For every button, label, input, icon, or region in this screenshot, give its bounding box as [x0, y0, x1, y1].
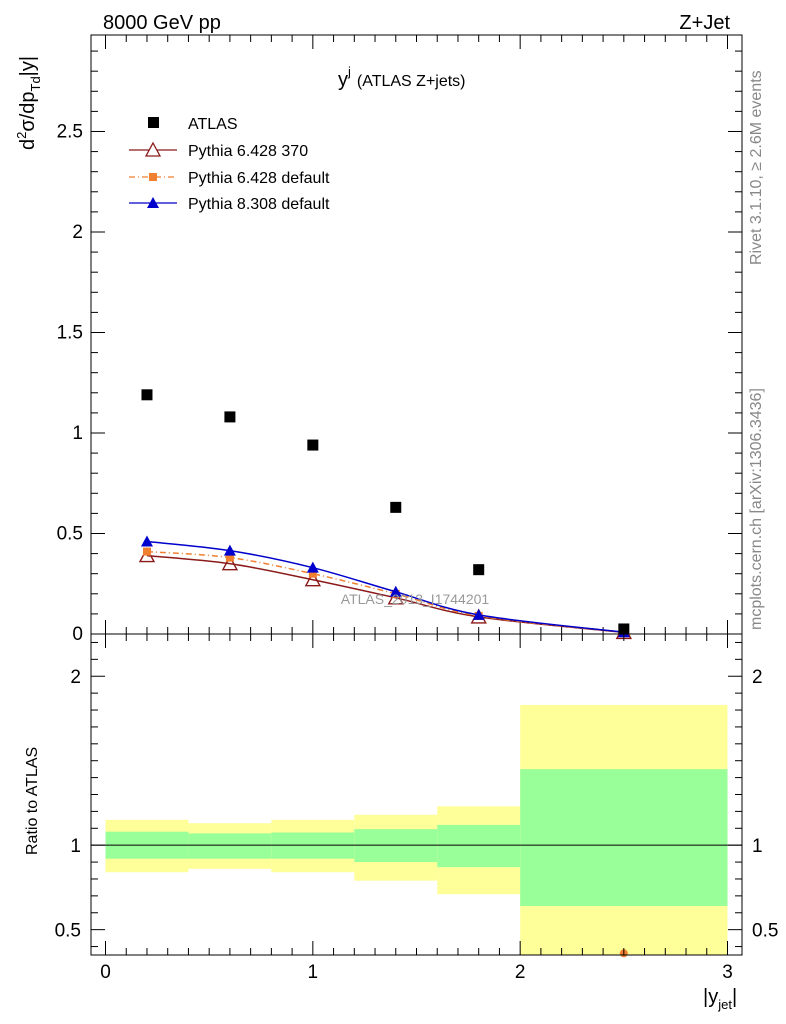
- x-label-main: |y: [703, 986, 718, 1008]
- legend-marker-pythia8-default: [147, 197, 159, 208]
- ratio-y-tick-label: 0.5: [55, 921, 81, 942]
- ratio-y-axis-label: Ratio to ATLAS: [24, 747, 41, 855]
- y-label-d: d: [17, 139, 39, 150]
- ratio-y-tick-label-right: 1: [752, 836, 763, 857]
- ratio-y-ticks: 0.5 0.5 1 1 2 2: [55, 641, 778, 948]
- data-point-pythia6-370: [221, 555, 239, 571]
- data-point-pythia8-default: [306, 561, 319, 573]
- rivet-version-label: Rivet 3.1.10, ≥ 2.6M events: [748, 70, 765, 265]
- data-point-pythia8-default: [389, 585, 402, 597]
- data-point-pythia8-default: [223, 544, 236, 556]
- plot-title-rest: (ATLAS Z+jets): [357, 73, 466, 90]
- legend: ATLAS Pythia 6.428 370 Pythia 6.428 defa…: [129, 116, 330, 213]
- plot-title-sup: j: [347, 64, 351, 79]
- ratio-y-tick-label: 1: [70, 836, 81, 857]
- data-point-atlas: [141, 389, 153, 401]
- ratio-stat-band: [437, 824, 521, 868]
- legend-label-pythia8-default: Pythia 8.308 default: [188, 196, 330, 213]
- data-point-pythia6-default: [142, 547, 151, 556]
- legend-marker-pythia6-370: [144, 141, 162, 157]
- y-label-sup: 2: [14, 132, 29, 139]
- ratio-y-tick-label: 2: [70, 667, 81, 688]
- ratio-stat-band: [520, 769, 728, 907]
- y-label-mid: σ/dp: [17, 91, 39, 131]
- main-y-tick-label: 2: [72, 222, 83, 243]
- data-point-atlas: [473, 564, 485, 576]
- x-tick-label: 0: [100, 962, 111, 983]
- series-line-pythia6-default: [146, 550, 624, 633]
- data-point-pythia6-default: [225, 553, 234, 562]
- x-tick-label: 1: [308, 962, 319, 983]
- ratio-uncertainty-bands: [105, 704, 728, 955]
- x-label-end: |: [732, 986, 737, 1008]
- main-y-tick-label: 1.5: [57, 322, 83, 343]
- ratio-x-ticks: 0 1 2 3: [100, 634, 733, 983]
- main-plot-panel: 0 0.5 1 1.5 2 2.5 yj (ATLAS Z+jets) ATLAS_2013…: [14, 34, 743, 645]
- legend-label-pythia6-default: Pythia 6.428 default: [188, 170, 330, 187]
- series-line-pythia8-default: [146, 540, 624, 633]
- x-label-sub: jet: [717, 997, 732, 1012]
- main-y-tick-label: 1: [72, 423, 83, 444]
- main-series-layer: [138, 389, 632, 640]
- ratio-y-tick-label-right: 2: [752, 667, 763, 688]
- main-y-tick-label: 2.5: [57, 121, 83, 142]
- legend-label-atlas: ATLAS: [188, 116, 238, 133]
- data-point-atlas: [307, 439, 319, 451]
- plot-title: yj (ATLAS Z+jets): [338, 64, 466, 91]
- legend-marker-atlas: [148, 117, 159, 128]
- x-tick-label: 2: [515, 962, 526, 983]
- plot-title-main: y: [338, 69, 348, 91]
- main-y-axis-label: d2σ/dpTd|y|: [14, 56, 43, 150]
- header-right-label: Z+Jet: [679, 12, 730, 34]
- ratio-y-tick-label-right: 0.5: [752, 921, 778, 942]
- x-tick-label: 3: [722, 962, 733, 983]
- data-point-pythia6-370: [304, 571, 322, 587]
- legend-label-pythia6-370: Pythia 6.428 370: [188, 143, 308, 160]
- y-label-end: |y|: [17, 56, 39, 76]
- data-point-pythia8-default: [472, 608, 485, 620]
- data-point-pythia6-default: [308, 569, 317, 578]
- main-y-tick-label: 0.5: [57, 523, 83, 544]
- mcplots-source-label: mcplots.cern.ch [arXiv:1306.3436]: [748, 388, 765, 630]
- y-label-sub: Td: [28, 76, 43, 91]
- header-left-label: 8000 GeV pp: [103, 12, 221, 34]
- main-y-ticks: 0 0.5 1 1.5 2 2.5: [57, 121, 742, 645]
- ratio-plot-panel: 0.5 0.5 1 1 2 2 0 1 2 3 Ratio to ATLAS |yjet|: [24, 633, 778, 1012]
- data-point-atlas: [390, 501, 402, 513]
- data-point-atlas: [618, 623, 630, 635]
- main-y-tick-label: 0: [72, 624, 83, 645]
- data-point-atlas: [224, 411, 236, 423]
- ratio-stat-band: [188, 833, 272, 859]
- legend-marker-pythia6-default: [149, 173, 157, 181]
- x-axis-label: |yjet|: [703, 986, 737, 1012]
- data-point-pythia8-default: [140, 535, 153, 547]
- analysis-watermark: ATLAS_2013_I1744201: [341, 591, 490, 607]
